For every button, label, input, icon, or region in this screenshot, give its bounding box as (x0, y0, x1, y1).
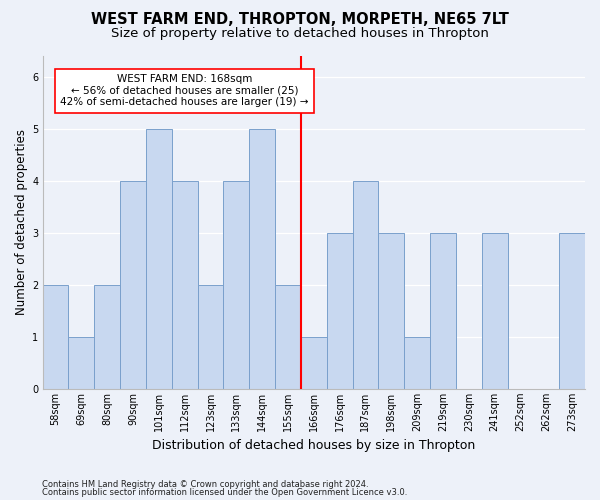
Bar (94, 285, 120, 389)
Bar (327, 233, 353, 389)
Bar (559, 233, 585, 389)
Text: Contains public sector information licensed under the Open Government Licence v3: Contains public sector information licen… (42, 488, 407, 497)
Bar (146, 129, 172, 389)
Bar (301, 337, 327, 389)
Bar (197, 285, 223, 389)
Bar (482, 233, 508, 389)
Text: Contains HM Land Registry data © Crown copyright and database right 2024.: Contains HM Land Registry data © Crown c… (42, 480, 368, 489)
Text: WEST FARM END: 168sqm
← 56% of detached houses are smaller (25)
42% of semi-deta: WEST FARM END: 168sqm ← 56% of detached … (61, 74, 309, 108)
Bar (353, 181, 379, 389)
X-axis label: Distribution of detached houses by size in Thropton: Distribution of detached houses by size … (152, 440, 475, 452)
Text: WEST FARM END, THROPTON, MORPETH, NE65 7LT: WEST FARM END, THROPTON, MORPETH, NE65 7… (91, 12, 509, 28)
Bar (379, 233, 404, 389)
Bar (120, 181, 146, 389)
Text: Size of property relative to detached houses in Thropton: Size of property relative to detached ho… (111, 28, 489, 40)
Bar (249, 129, 275, 389)
Bar (172, 181, 197, 389)
Bar (275, 285, 301, 389)
Bar (43, 285, 68, 389)
Bar (223, 181, 249, 389)
Bar (430, 233, 456, 389)
Bar (68, 337, 94, 389)
Y-axis label: Number of detached properties: Number of detached properties (15, 130, 28, 316)
Bar (404, 337, 430, 389)
